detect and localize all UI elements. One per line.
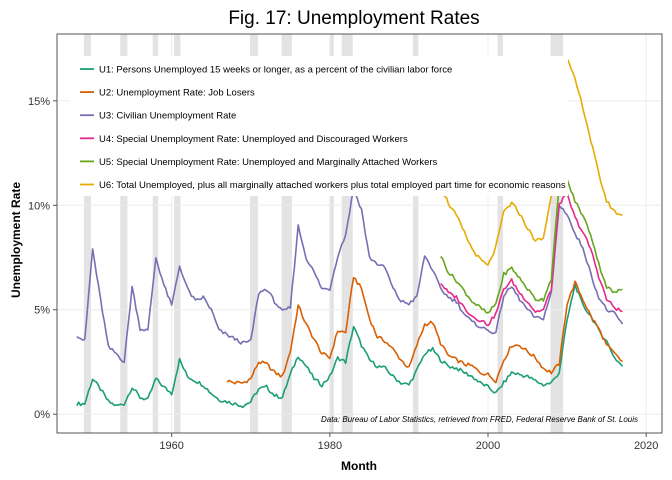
x-tick-label-3: 2020 [634,440,658,452]
y-tick-label-3: 15% [28,96,50,108]
legend: U1: Persons Unemployed 15 weeks or longe… [70,56,568,196]
chart-title: Fig. 17: Unemployment Rates [228,8,479,29]
legend-label-u6: U6: Total Unemployed, plus all marginall… [99,180,566,191]
y-tick-label-2: 10% [28,200,50,212]
y-axis-title: Unemployment Rate [9,182,23,298]
x-tick-label-0: 1960 [159,440,183,452]
legend-label-u4: U4: Special Unemployment Rate: Unemploye… [99,134,408,145]
x-tick-label-1: 1980 [318,440,342,452]
y-tick-label-0: 0% [34,409,50,421]
legend-label-u3: U3: Civilian Unemployment Rate [99,111,236,122]
y-tick-label-1: 5% [34,305,50,317]
legend-label-u5: U5: Special Unemployment Rate: Unemploye… [99,157,438,168]
x-tick-label-2: 2000 [476,440,500,452]
legend-box [70,56,568,196]
series-line-u5 [441,179,623,313]
series-line-u4 [441,194,623,326]
legend-label-u1: U1: Persons Unemployed 15 weeks or longe… [99,65,452,76]
x-axis-title: Month [341,459,377,473]
legend-label-u2: U2: Unemployment Rate: Job Losers [99,88,255,99]
source-note: Data: Bureau of Labor Statistics, retrie… [321,415,638,424]
